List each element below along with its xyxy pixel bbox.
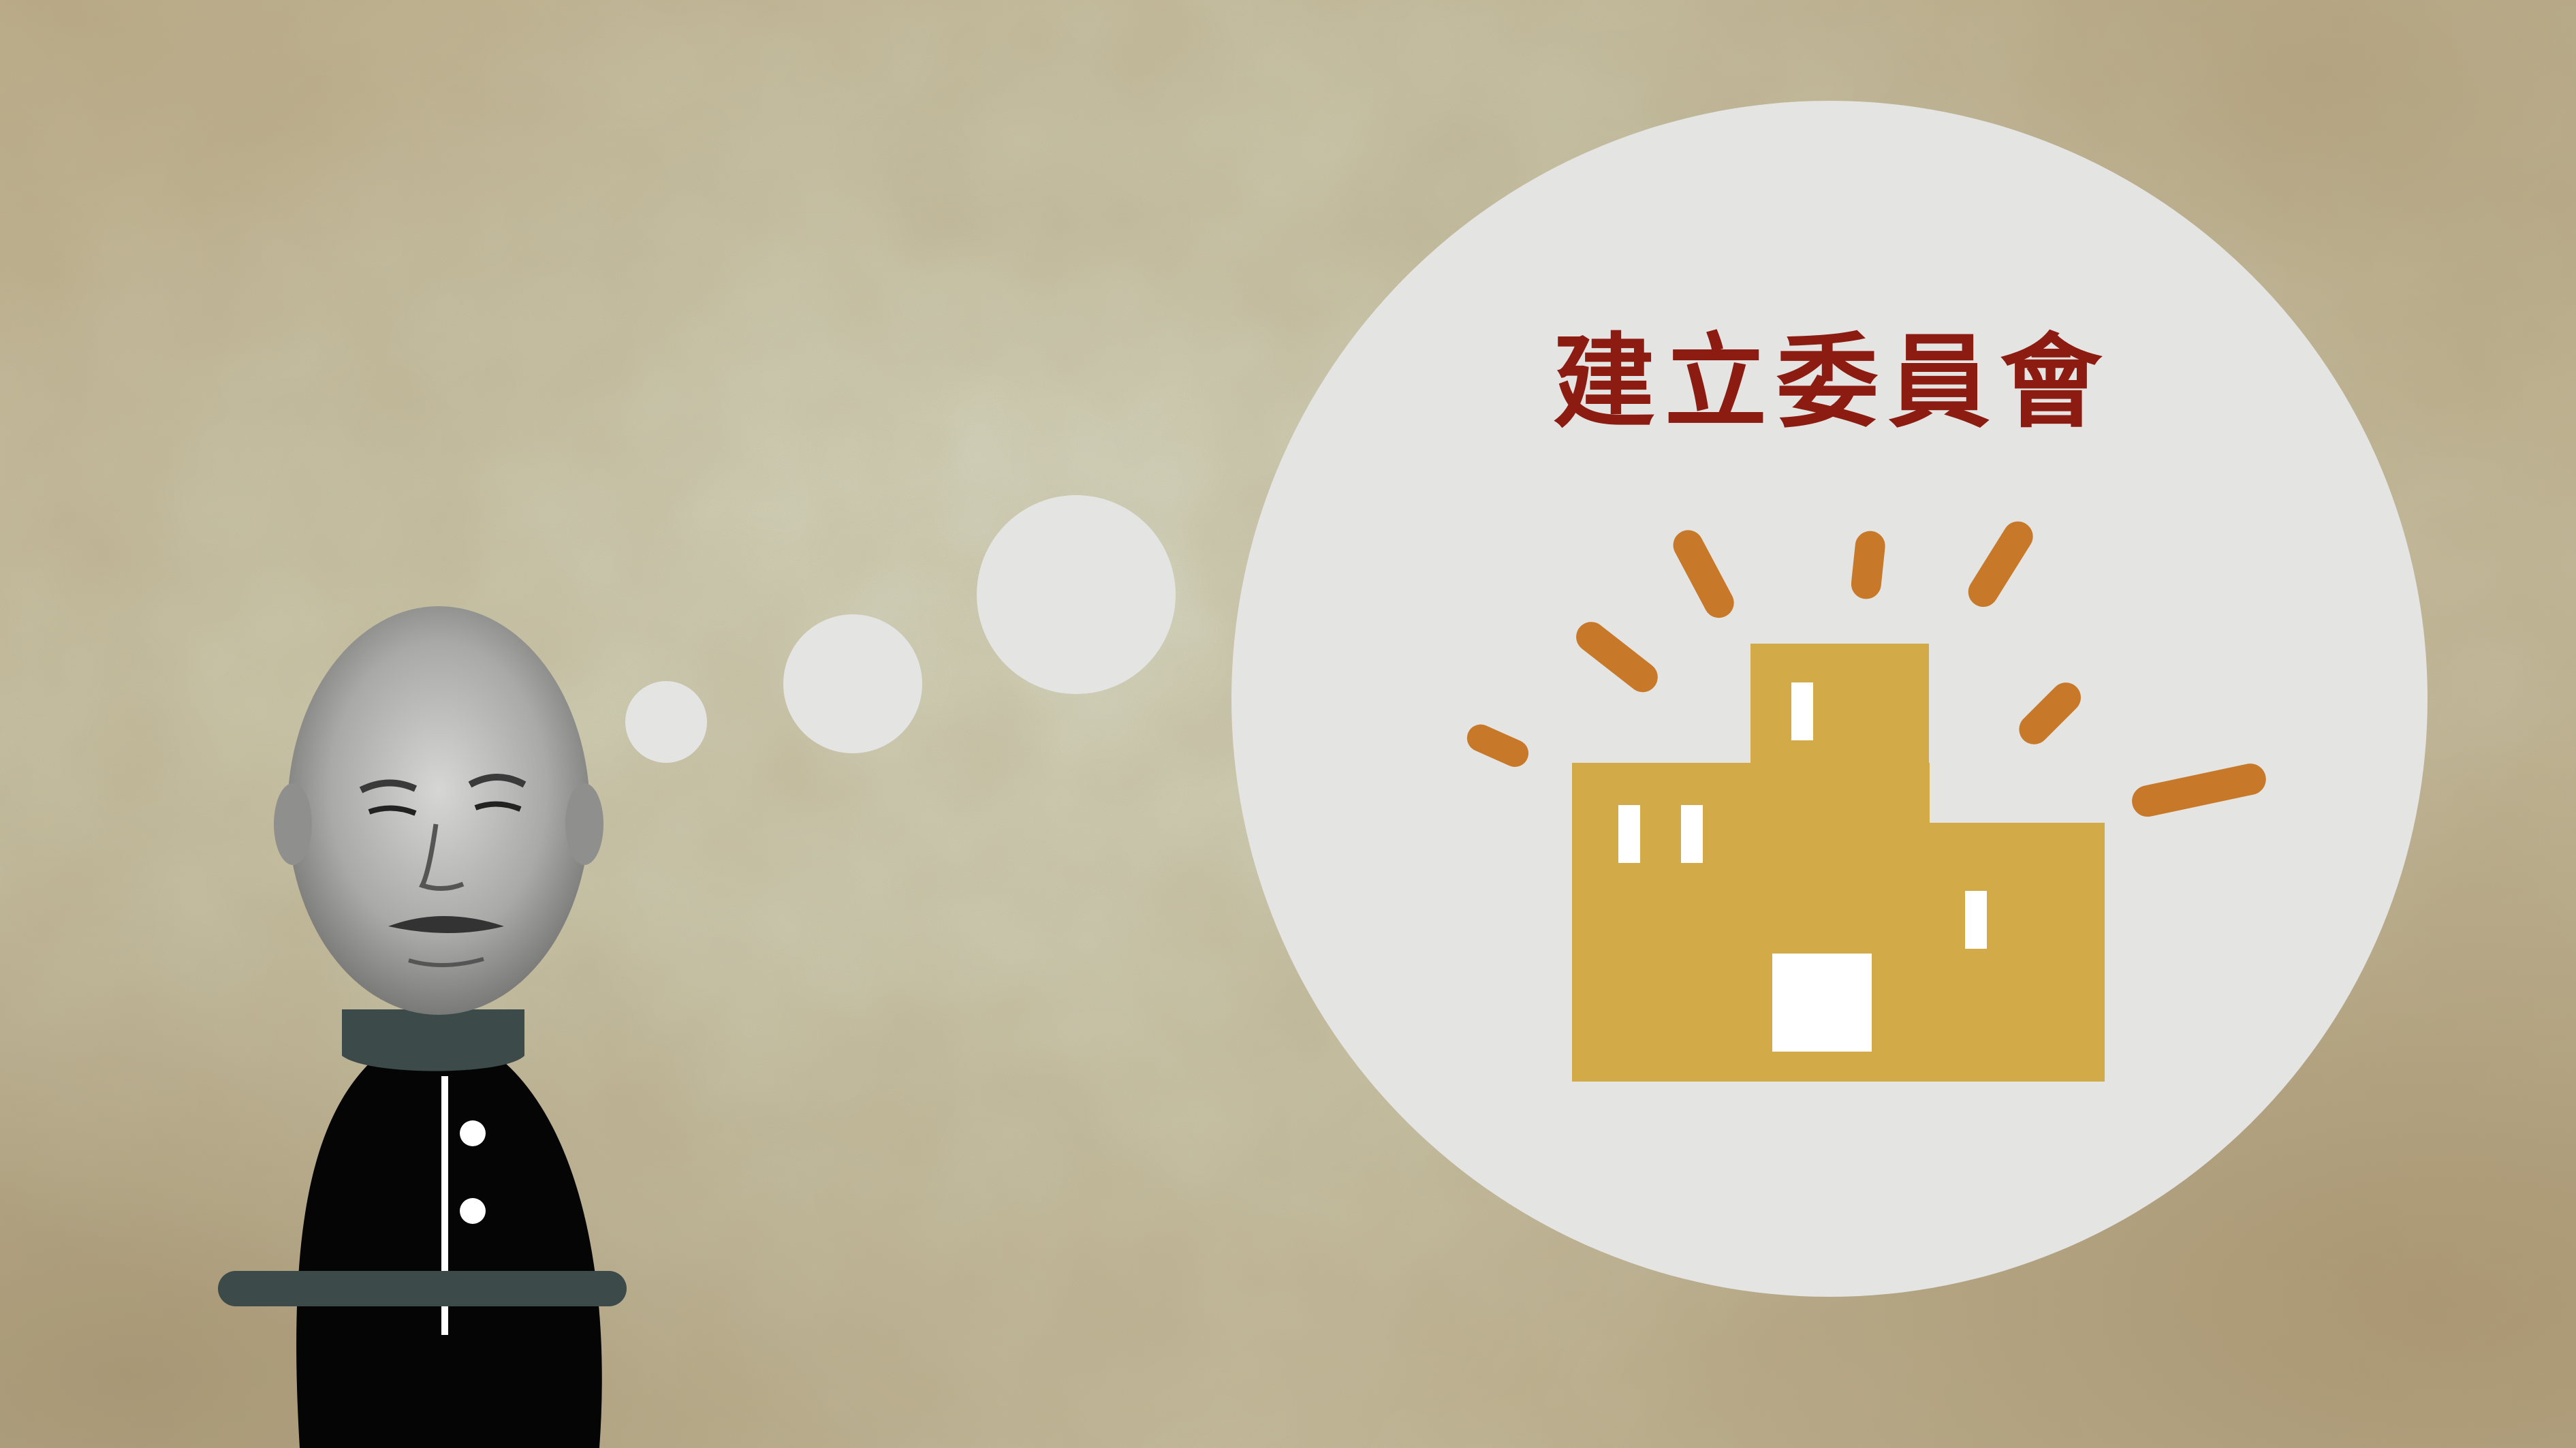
elder-figure xyxy=(218,606,627,1448)
committee-building-icon xyxy=(1466,521,2266,1082)
rays-icon xyxy=(1466,521,2266,817)
thought-title: 建立委員會 xyxy=(1552,322,2111,442)
robe xyxy=(296,1042,602,1448)
collar xyxy=(342,1009,524,1071)
thought-bubble-large xyxy=(977,495,1176,694)
head xyxy=(287,606,590,1015)
building-icon xyxy=(1572,644,2105,1082)
thought-bubble-small xyxy=(625,681,707,763)
thought-bubble-medium xyxy=(783,614,922,753)
